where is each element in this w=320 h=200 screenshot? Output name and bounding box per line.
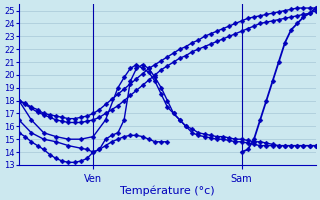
X-axis label: Température (°c): Température (°c) <box>120 185 215 196</box>
